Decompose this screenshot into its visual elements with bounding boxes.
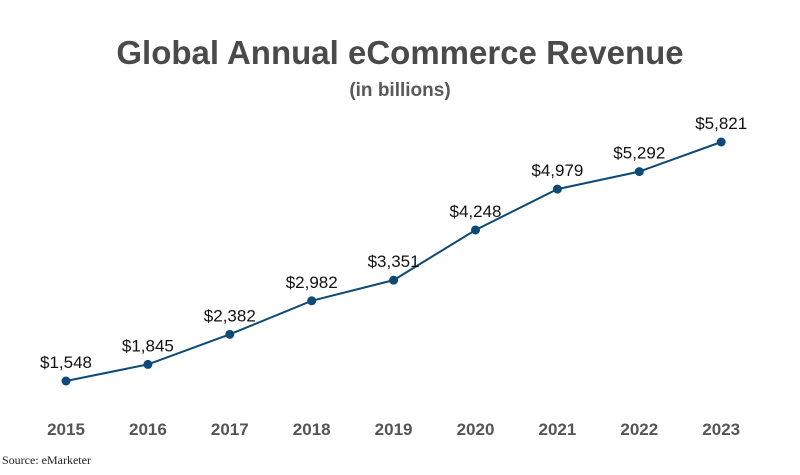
- data-point-2018: [307, 296, 317, 306]
- data-point-2017: [225, 329, 235, 339]
- x-tick-2019: 2019: [375, 420, 413, 439]
- data-label-2020: $4,248: [450, 202, 502, 221]
- data-label-2017: $2,382: [204, 306, 256, 325]
- data-point-2019: [389, 275, 399, 285]
- data-point-2023: [716, 137, 726, 147]
- data-label-2021: $4,979: [531, 161, 583, 180]
- x-tick-2018: 2018: [293, 420, 331, 439]
- x-tick-2017: 2017: [211, 420, 249, 439]
- data-label-2023: $5,821: [695, 114, 747, 133]
- data-point-2021: [552, 184, 562, 194]
- source-note: Source: eMarketer: [2, 453, 91, 467]
- data-point-2020: [471, 225, 480, 235]
- data-point-2016: [143, 359, 153, 369]
- data-label-2019: $3,351: [368, 252, 420, 271]
- x-tick-2021: 2021: [538, 420, 576, 439]
- data-point-2022: [634, 167, 644, 177]
- x-tick-2016: 2016: [129, 420, 167, 439]
- x-tick-2023: 2023: [702, 420, 740, 439]
- data-label-2018: $2,982: [286, 273, 338, 292]
- data-label-2015: $1,548: [40, 353, 92, 372]
- chart-subtitle: (in billions): [349, 80, 451, 101]
- data-label-2022: $5,292: [613, 144, 665, 163]
- x-tick-2022: 2022: [620, 420, 658, 439]
- chart-title: Global Annual eCommerce Revenue: [116, 34, 684, 71]
- x-tick-2020: 2020: [457, 420, 495, 439]
- data-point-2015: [61, 376, 71, 386]
- data-label-2016: $1,845: [122, 336, 174, 355]
- x-tick-2015: 2015: [47, 420, 85, 439]
